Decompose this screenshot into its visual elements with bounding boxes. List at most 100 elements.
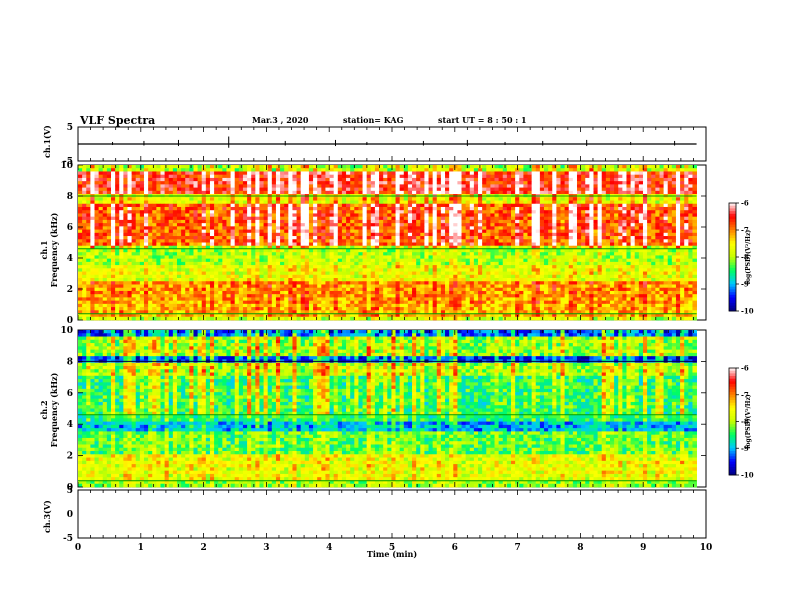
spectrogram-cell xyxy=(284,239,289,243)
spectrogram-cell xyxy=(313,177,318,182)
spectrogram-cell xyxy=(638,206,644,211)
spectrogram-cell xyxy=(605,236,611,240)
spectrogram-cell xyxy=(647,200,652,205)
spectrogram-cell xyxy=(193,168,198,172)
spectrogram-cell xyxy=(185,265,190,269)
spectrogram-cell xyxy=(445,210,450,214)
spectrogram-cell xyxy=(618,245,623,250)
spectrogram-cell xyxy=(263,203,269,208)
spectrogram-cell xyxy=(560,232,566,237)
spectrogram-cell xyxy=(572,181,578,185)
spectrogram-cell xyxy=(469,197,475,201)
spectrogram-cell xyxy=(255,248,260,253)
spectrogram-cell xyxy=(663,174,669,179)
spectrogram-cell xyxy=(482,174,487,179)
spectrogram-cell xyxy=(618,168,623,172)
spectrogram-cell xyxy=(511,239,516,243)
spectrogram-cell xyxy=(78,206,83,211)
spectrogram-cell xyxy=(428,236,434,240)
spectrogram-cell xyxy=(416,213,421,218)
spectrogram-cell xyxy=(156,165,161,169)
spectrogram-cell xyxy=(515,245,520,250)
spectrogram-cell xyxy=(205,210,211,214)
spectrogram-cell xyxy=(502,232,508,237)
spectrogram-cell xyxy=(659,226,664,230)
spectrogram-cell xyxy=(255,210,260,214)
spectrogram-cell xyxy=(618,171,623,176)
spectrogram-cell xyxy=(548,174,553,179)
spectrogram-cell xyxy=(556,197,561,201)
spectrogram-cell xyxy=(131,271,137,276)
spectrogram-cell xyxy=(230,200,236,205)
spectrogram-cell xyxy=(511,171,516,176)
spectrogram-cell xyxy=(671,216,677,221)
spectrogram-cell xyxy=(634,232,640,237)
spectrogram-cell xyxy=(428,184,434,189)
spectrogram-cell xyxy=(383,261,388,266)
spectrogram-cell xyxy=(300,258,306,263)
spectrogram-cell xyxy=(556,242,561,247)
spectrogram-cell xyxy=(82,190,87,195)
spectrogram-cell xyxy=(300,181,306,185)
spectrogram-cell xyxy=(473,252,479,256)
spectrogram-cell xyxy=(680,223,685,227)
spectrogram-cell xyxy=(90,242,95,247)
spectrogram-cell xyxy=(247,268,252,272)
spectrogram-cell xyxy=(609,187,615,192)
spectrogram-cell xyxy=(333,216,339,221)
spectrogram-cell xyxy=(143,177,149,182)
spectrogram-cell xyxy=(638,268,644,272)
spectrogram-cell xyxy=(304,242,310,247)
spectrogram-cell xyxy=(115,206,120,211)
spectrogram-cell xyxy=(663,165,669,169)
spectrogram-cell xyxy=(193,265,198,269)
spectrogram-cell xyxy=(511,223,516,227)
spectrogram-cell xyxy=(568,197,574,201)
spectrogram-cell xyxy=(572,255,578,260)
spectrogram-cell xyxy=(605,226,611,230)
spectrogram-cell xyxy=(172,271,178,276)
spectrogram-cell xyxy=(164,255,170,260)
spectrogram-cell xyxy=(94,219,100,224)
spectrogram-cell xyxy=(251,210,256,214)
spectrogram-cell xyxy=(304,245,310,250)
spectrogram-cell xyxy=(651,261,656,266)
spectrogram-cell xyxy=(370,252,376,256)
spectrogram-cell xyxy=(597,171,603,176)
spectrogram-cell xyxy=(572,248,578,253)
spectrogram-cell xyxy=(230,210,236,214)
spectrogram-cell xyxy=(605,187,611,192)
spectrogram-cell xyxy=(176,255,182,260)
spectrogram-cell xyxy=(325,165,330,169)
spectrogram-cell xyxy=(222,258,227,263)
spectrogram-cell xyxy=(329,265,335,269)
spectrogram-cell xyxy=(164,219,170,224)
spectrogram-cell xyxy=(515,226,520,230)
spectrogram-cell xyxy=(329,268,335,272)
spectrogram-cell xyxy=(515,203,520,208)
spectrogram-cell xyxy=(350,236,355,240)
spectrogram-cell xyxy=(597,187,603,192)
spectrogram-cell xyxy=(490,206,495,211)
spectrogram-cell xyxy=(428,181,434,185)
spectrogram-cell xyxy=(280,219,285,224)
spectrogram-cell xyxy=(82,258,87,263)
spectrogram-cell xyxy=(123,210,128,214)
spectrogram-cell xyxy=(300,200,306,205)
spectrogram-cell xyxy=(593,229,598,234)
spectrogram-cell xyxy=(469,210,475,214)
spectrogram-cell xyxy=(605,200,611,205)
spectrogram-cell xyxy=(321,229,326,234)
spectrogram-cell xyxy=(445,255,450,260)
spectrogram-cell xyxy=(374,174,380,179)
spectrogram-cell xyxy=(230,184,236,189)
spectrogram-cell xyxy=(581,261,586,266)
spectrogram-cell xyxy=(337,197,343,201)
spectrogram-cell xyxy=(193,232,198,237)
spectrogram-cell xyxy=(78,223,83,227)
spectrogram-cell xyxy=(647,181,652,185)
spectrogram-cell xyxy=(308,203,314,208)
spectrogram-cell xyxy=(255,226,260,230)
spectrogram-cell xyxy=(568,252,574,256)
spectrogram-cell xyxy=(292,184,297,189)
